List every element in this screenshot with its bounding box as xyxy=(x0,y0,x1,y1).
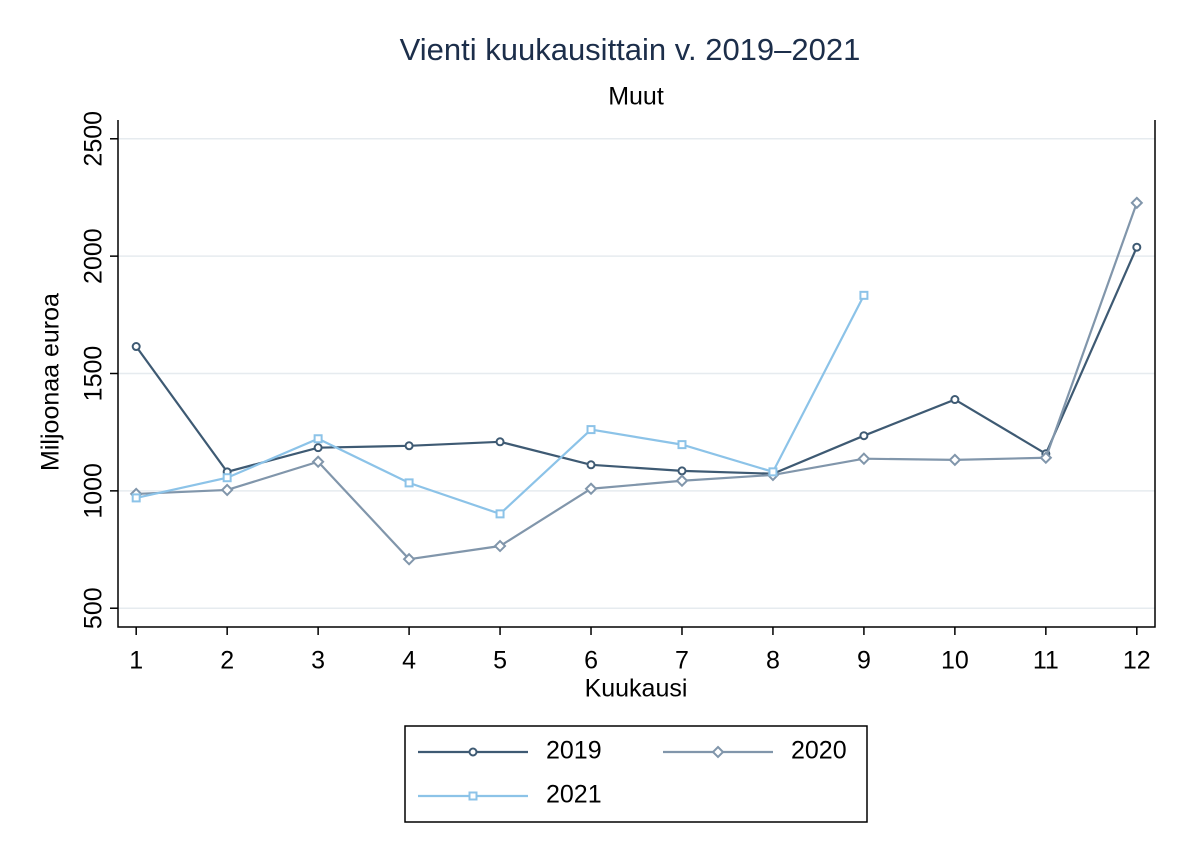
x-tick-label: 1 xyxy=(129,647,143,675)
marker xyxy=(950,395,960,405)
marker xyxy=(402,552,416,566)
legend-marker xyxy=(468,791,478,801)
legend-label: 2021 xyxy=(546,781,602,809)
legend-label: 2020 xyxy=(791,737,847,765)
y-tick-label: 1500 xyxy=(80,346,108,402)
marker xyxy=(857,452,871,466)
marker xyxy=(404,478,414,488)
marker xyxy=(675,474,689,488)
marker xyxy=(313,434,323,444)
x-tick-label: 8 xyxy=(766,647,780,675)
marker xyxy=(222,473,232,483)
y-tick-label: 2000 xyxy=(80,228,108,284)
marker xyxy=(1130,196,1144,210)
x-tick-label: 2 xyxy=(220,647,234,675)
x-tick-label: 10 xyxy=(941,647,969,675)
plot-frame xyxy=(117,120,1156,628)
series-line xyxy=(136,202,1138,561)
marker xyxy=(768,467,778,477)
x-tick-label: 11 xyxy=(1033,647,1059,675)
marker xyxy=(131,493,141,503)
x-tick-label: 4 xyxy=(402,647,416,675)
marker xyxy=(948,453,962,467)
marker xyxy=(131,342,141,352)
x-axis-label: Kuukausi xyxy=(585,675,688,703)
marker xyxy=(859,431,869,441)
chart-subtitle: Muut xyxy=(608,83,664,111)
y-tick-label: 1000 xyxy=(80,463,108,519)
marker xyxy=(1132,242,1142,252)
legend-box xyxy=(404,725,868,823)
legend-marker xyxy=(468,747,478,757)
marker xyxy=(677,466,687,476)
series-line xyxy=(135,246,1138,475)
x-tick-label: 7 xyxy=(675,647,689,675)
marker xyxy=(586,460,596,470)
y-tick-label: 2500 xyxy=(80,111,108,167)
marker xyxy=(584,482,598,496)
marker xyxy=(220,483,234,497)
marker xyxy=(859,290,869,300)
legend-label: 2019 xyxy=(546,737,602,765)
x-tick-label: 5 xyxy=(493,647,507,675)
legend-marker xyxy=(711,745,725,759)
x-tick-label: 9 xyxy=(857,647,871,675)
x-tick-label: 3 xyxy=(311,647,325,675)
x-tick-label: 6 xyxy=(584,647,598,675)
marker xyxy=(1039,451,1053,465)
y-axis-label: Miljoonaa euroa xyxy=(37,293,65,471)
marker xyxy=(495,509,505,519)
marker xyxy=(404,441,414,451)
marker xyxy=(313,443,323,453)
marker xyxy=(311,455,325,469)
marker xyxy=(493,539,507,553)
y-tick-label: 500 xyxy=(80,587,108,629)
marker xyxy=(677,440,687,450)
marker xyxy=(495,437,505,447)
chart-title: Vienti kuukausittain v. 2019–2021 xyxy=(400,32,861,67)
marker xyxy=(586,425,596,435)
x-tick-label: 12 xyxy=(1123,647,1151,675)
